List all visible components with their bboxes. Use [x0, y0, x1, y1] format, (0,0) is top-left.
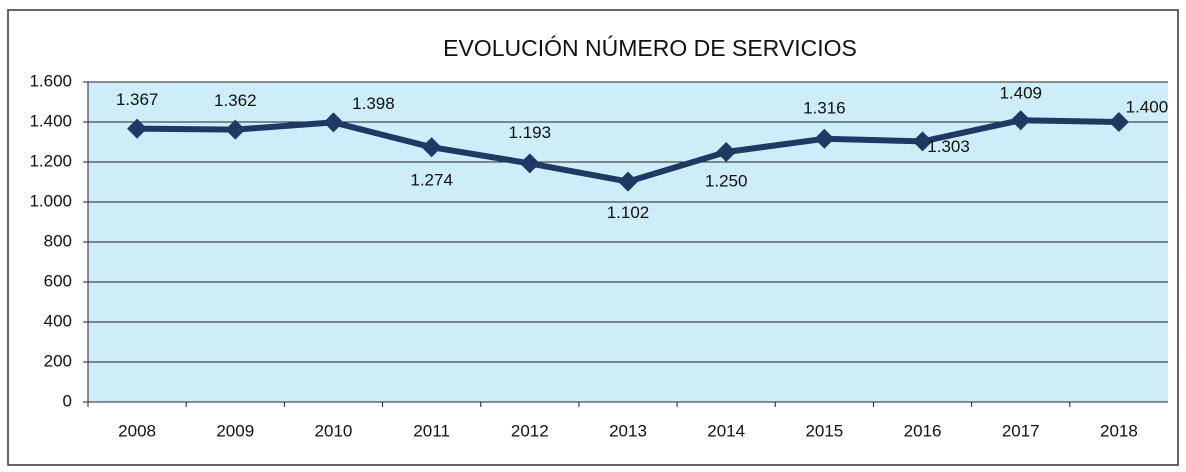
x-tick-label: 2015	[805, 421, 843, 440]
y-tick-label: 400	[44, 311, 72, 330]
marker	[323, 112, 344, 133]
x-tick-label: 2014	[707, 421, 745, 440]
chart-title: EVOLUCIÓN NÚMERO DE SERVICIOS	[443, 35, 857, 61]
marker	[618, 171, 638, 192]
marker	[1010, 110, 1031, 131]
y-tick-label: 1.200	[29, 151, 72, 170]
marker	[912, 131, 933, 152]
y-tick-label: 1.000	[29, 191, 72, 210]
y-tick-label: 600	[44, 271, 72, 290]
marker	[421, 137, 442, 158]
marker	[519, 153, 540, 174]
x-tick-label: 2010	[315, 421, 353, 440]
data-label: 1.274	[410, 171, 453, 190]
data-label: 1.400	[1126, 97, 1169, 116]
data-label: 1.193	[509, 123, 552, 142]
x-tick-label: 2017	[1002, 421, 1040, 440]
data-label: 1.303	[927, 137, 970, 156]
data-label: 1.409	[999, 84, 1042, 103]
marker	[716, 142, 737, 162]
x-tick-label: 2009	[216, 421, 254, 440]
data-label: 1.367	[116, 90, 159, 109]
marker	[814, 128, 835, 149]
marker	[127, 118, 148, 139]
data-label: 1.362	[214, 91, 257, 110]
y-tick-label: 200	[44, 351, 72, 370]
y-tick-label: 1.600	[29, 71, 72, 90]
data-label: 1.250	[705, 171, 748, 190]
x-tick-label: 2016	[904, 421, 942, 440]
marker	[225, 119, 246, 140]
x-tick-label: 2018	[1100, 421, 1138, 440]
y-tick-label: 0	[63, 391, 72, 410]
data-label: 1.398	[352, 94, 395, 113]
data-label: 1.316	[803, 98, 846, 117]
y-tick-label: 1.400	[29, 111, 72, 130]
y-tick-label: 800	[44, 231, 72, 250]
marker	[1108, 112, 1129, 132]
data-label: 1.102	[607, 203, 650, 222]
x-tick-label: 2011	[413, 421, 450, 440]
x-tick-label: 2008	[118, 421, 156, 440]
x-tick-label: 2012	[511, 421, 549, 440]
x-tick-label: 2013	[609, 421, 647, 440]
